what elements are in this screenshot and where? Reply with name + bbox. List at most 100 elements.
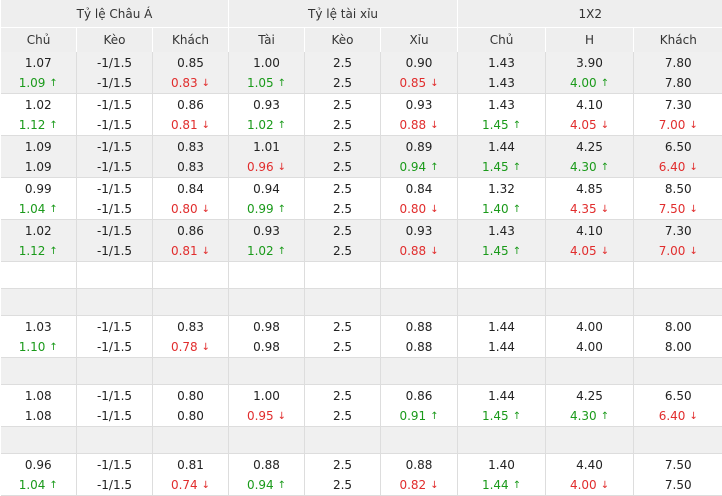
odds-value: 6.50 <box>665 389 692 403</box>
arrow-down-icon: ↓ <box>202 200 210 220</box>
opening-odds: 0.93 <box>381 221 457 241</box>
odds-value: 4.30 <box>570 160 597 174</box>
odds-cell: -1/1.5-1/1.5 <box>77 385 153 427</box>
odds-value: 8.00 <box>665 320 692 334</box>
opening-odds: -1/1.5 <box>77 137 152 157</box>
odds-cell <box>546 289 634 316</box>
odds-cell <box>153 358 229 385</box>
odds-value: 2.5 <box>333 409 352 423</box>
arrow-down-icon: ↓ <box>202 338 210 358</box>
odds-value: 2.5 <box>333 458 352 472</box>
current-odds: 2.5 <box>305 475 380 495</box>
odds-value: 7.80 <box>665 76 692 90</box>
current-odds: 0.95↓ <box>229 406 304 426</box>
opening-odds: 1.02 <box>1 95 77 115</box>
current-odds: -1/1.5 <box>77 73 152 93</box>
odds-value: 0.98 <box>253 320 280 334</box>
odds-value: 0.83 <box>177 160 204 174</box>
current-odds: -1/1.5 <box>77 115 152 135</box>
arrow-up-icon: ↑ <box>49 338 57 358</box>
odds-value: -1/1.5 <box>97 76 132 90</box>
arrow-up-icon: ↑ <box>278 200 286 220</box>
arrow-down-icon: ↓ <box>601 116 609 136</box>
opening-odds: 4.25 <box>546 137 633 157</box>
odds-value: 0.81 <box>177 458 204 472</box>
opening-odds: 2.5 <box>305 53 380 73</box>
opening-odds: 4.00 <box>546 317 633 337</box>
odds-value: 0.81 <box>171 244 198 258</box>
opening-odds: 0.86 <box>153 95 228 115</box>
current-odds: 0.88↓ <box>381 241 457 261</box>
arrow-down-icon: ↓ <box>202 116 210 136</box>
odds-value: 1.40 <box>488 458 515 472</box>
current-odds: -1/1.5 <box>77 241 152 261</box>
current-odds: 2.5 <box>305 337 380 357</box>
odds-value: 0.81 <box>171 118 198 132</box>
odds-cell <box>305 427 381 454</box>
current-odds: 2.5 <box>305 73 380 93</box>
odds-cell <box>634 358 722 385</box>
odds-value: 1.01 <box>253 140 280 154</box>
odds-value: 7.00 <box>659 244 686 258</box>
odds-cell <box>458 427 546 454</box>
odds-value: 7.30 <box>665 224 692 238</box>
odds-cell <box>381 289 458 316</box>
current-odds: 1.10↑ <box>1 337 77 357</box>
current-odds: 1.45↑ <box>458 115 545 135</box>
opening-odds: 1.03 <box>1 317 77 337</box>
opening-odds: 4.10 <box>546 221 633 241</box>
empty-row <box>1 358 722 385</box>
opening-odds: 1.43 <box>458 53 545 73</box>
empty-row <box>1 427 722 454</box>
opening-odds: 2.5 <box>305 137 380 157</box>
group-header-over-under: Tỷ lệ tài xỉu <box>229 0 458 28</box>
odds-value: 0.89 <box>406 140 433 154</box>
arrow-up-icon: ↑ <box>601 74 609 94</box>
odds-value: 2.5 <box>333 182 352 196</box>
odds-cell <box>1 262 77 289</box>
arrow-up-icon: ↑ <box>49 476 57 496</box>
odds-value: -1/1.5 <box>97 340 132 354</box>
arrow-down-icon: ↓ <box>689 407 697 427</box>
opening-odds: 0.98 <box>229 317 304 337</box>
current-odds: 1.12↑ <box>1 241 77 261</box>
current-odds: 7.00↓ <box>634 241 722 261</box>
odds-value: 0.83 <box>171 76 198 90</box>
group-header-row: Tỷ lệ Châu Á Tỷ lệ tài xỉu 1X2 <box>1 0 722 28</box>
odds-value: -1/1.5 <box>97 118 132 132</box>
current-odds: 7.50↓ <box>634 199 722 219</box>
arrow-up-icon: ↑ <box>601 407 609 427</box>
current-odds: -1/1.5 <box>77 406 152 426</box>
odds-value: 8.50 <box>665 182 692 196</box>
odds-cell <box>546 358 634 385</box>
current-odds: 0.80↓ <box>381 199 457 219</box>
current-odds: 1.02↑ <box>229 241 304 261</box>
odds-cell: -1/1.5-1/1.5 <box>77 136 153 178</box>
current-odds: 1.12↑ <box>1 115 77 135</box>
odds-value: 2.5 <box>333 478 352 492</box>
odds-value: 0.88 <box>406 340 433 354</box>
opening-odds: -1/1.5 <box>77 53 152 73</box>
odds-value: 0.93 <box>406 224 433 238</box>
opening-odds: 4.85 <box>546 179 633 199</box>
current-odds: -1/1.5 <box>77 157 152 177</box>
opening-odds: 6.50 <box>634 137 722 157</box>
current-odds: 0.80↓ <box>153 199 228 219</box>
odds-value: 0.84 <box>177 182 204 196</box>
arrow-down-icon: ↓ <box>689 200 697 220</box>
odds-value: 0.96 <box>25 458 52 472</box>
